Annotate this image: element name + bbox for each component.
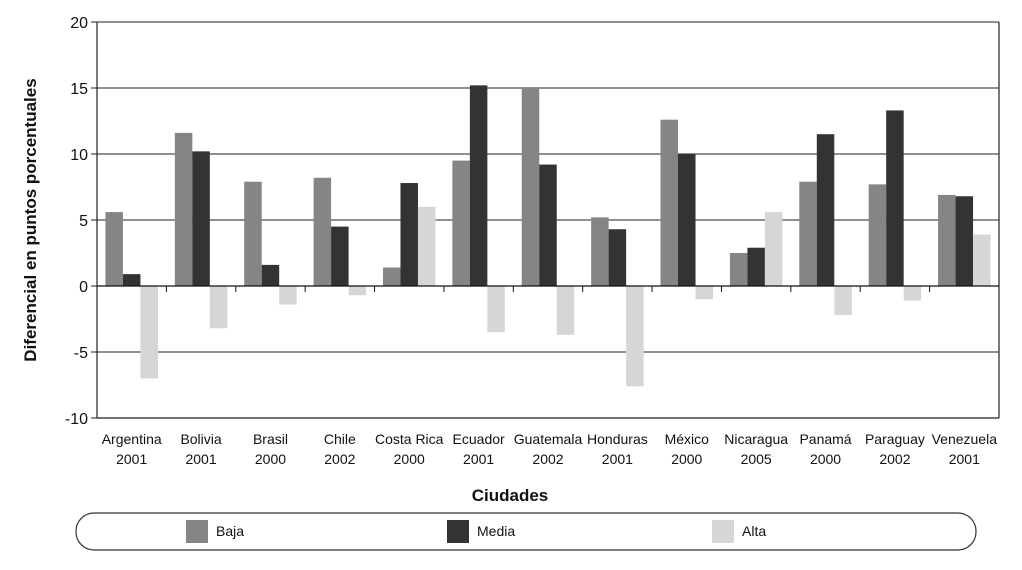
bar-media (469, 85, 488, 286)
bar-media (608, 229, 627, 286)
bar-alta (695, 286, 714, 300)
bar-baja (313, 177, 332, 286)
bar-media (747, 247, 765, 286)
bar-alta (348, 286, 367, 296)
y-axis-ticks: 20 15 10 5 0 -5 -10 (65, 15, 97, 428)
x-tick-label: Panamá (799, 431, 851, 447)
x-tick-year: 2000 (394, 451, 425, 467)
x-tick-label: Ecuador (453, 431, 505, 447)
y-tick-label: 15 (70, 81, 88, 98)
bar-baja (729, 253, 748, 286)
bar-media (122, 274, 141, 286)
bar-media (331, 226, 349, 286)
x-tick-year: 2005 (741, 451, 772, 467)
x-tick-year: 2001 (116, 451, 147, 467)
x-axis-labels: Argentina 2001 Bolivia 2001 Brasil 2000 Chile 2… (102, 431, 997, 467)
bar-media (816, 134, 835, 286)
bar-baja (452, 160, 470, 286)
bar-alta (903, 286, 922, 301)
y-tick-label: -5 (74, 345, 88, 362)
bar-baja (244, 181, 262, 286)
y-tick-label: 20 (70, 15, 88, 32)
y-tick-label: 0 (79, 279, 88, 296)
x-axis-title: Ciudades (472, 486, 549, 505)
bar-baja (799, 181, 817, 286)
x-tick-label: Argentina (102, 431, 162, 447)
x-tick-year: 2002 (324, 451, 355, 467)
x-tick-year: 2000 (671, 451, 702, 467)
legend-frame (75, 512, 977, 551)
legend-label-baja: Baja (216, 523, 244, 539)
y-tick-label: -10 (65, 411, 88, 428)
bar-media (955, 196, 974, 286)
legend-label-media: Media (477, 523, 515, 539)
bar-media (400, 183, 418, 286)
x-tick-label: Costa Rica (375, 431, 444, 447)
x-tick-year: 2000 (810, 451, 841, 467)
bar-baja (174, 132, 193, 286)
y-tick-label: 10 (70, 147, 88, 164)
x-tick-year: 2002 (879, 451, 910, 467)
axes (96, 22, 1000, 419)
legend-label-alta: Alta (742, 523, 766, 539)
x-tick-label: Paraguay (865, 431, 925, 447)
legend: Baja Media Alta (75, 512, 977, 551)
x-tick-year: 2002 (532, 451, 563, 467)
bar-baja (868, 184, 887, 286)
bar-baja (105, 212, 123, 286)
x-tick-label: Honduras (587, 431, 648, 447)
bar-alta (417, 206, 436, 286)
bar-alta (973, 234, 991, 286)
x-tick-label: Venezuela (932, 431, 998, 447)
bar-alta (140, 286, 158, 379)
y-axis-title: Diferencial en puntos porcentuales (21, 78, 40, 361)
bar-baja (521, 88, 540, 286)
x-tick-year: 2001 (949, 451, 980, 467)
bars (105, 85, 991, 387)
bar-media (539, 164, 557, 286)
bar-alta (556, 286, 575, 335)
bar-alta (209, 286, 228, 329)
bar-alta (487, 286, 505, 333)
x-tick-label: Chile (324, 431, 356, 447)
bar-baja (382, 267, 401, 286)
x-tick-year: 2000 (255, 451, 286, 467)
legend-swatch-baja (186, 520, 208, 543)
x-tick-label: Brasil (253, 431, 288, 447)
bar-alta (279, 286, 297, 305)
bar-baja (938, 194, 956, 286)
x-tick-label: Bolivia (180, 431, 221, 447)
bar-baja (660, 119, 679, 287)
legend-swatch-media (447, 520, 469, 543)
x-tick-year: 2001 (602, 451, 633, 467)
bar-alta (834, 286, 852, 316)
x-tick-label: Nicaragua (724, 431, 788, 447)
bar-media (886, 110, 904, 286)
x-tick-label: Guatemala (514, 431, 583, 447)
bar-baja (591, 217, 609, 286)
bar-media (678, 154, 696, 286)
bar-media (261, 264, 280, 286)
y-tick-label: 5 (79, 213, 88, 230)
x-tick-label: México (665, 431, 710, 447)
legend-swatch-alta (712, 520, 734, 543)
bar-alta (764, 212, 783, 286)
x-tick-year: 2001 (463, 451, 494, 467)
bar-media (192, 151, 210, 286)
bar-alta (626, 286, 644, 387)
x-tick-year: 2001 (185, 451, 216, 467)
